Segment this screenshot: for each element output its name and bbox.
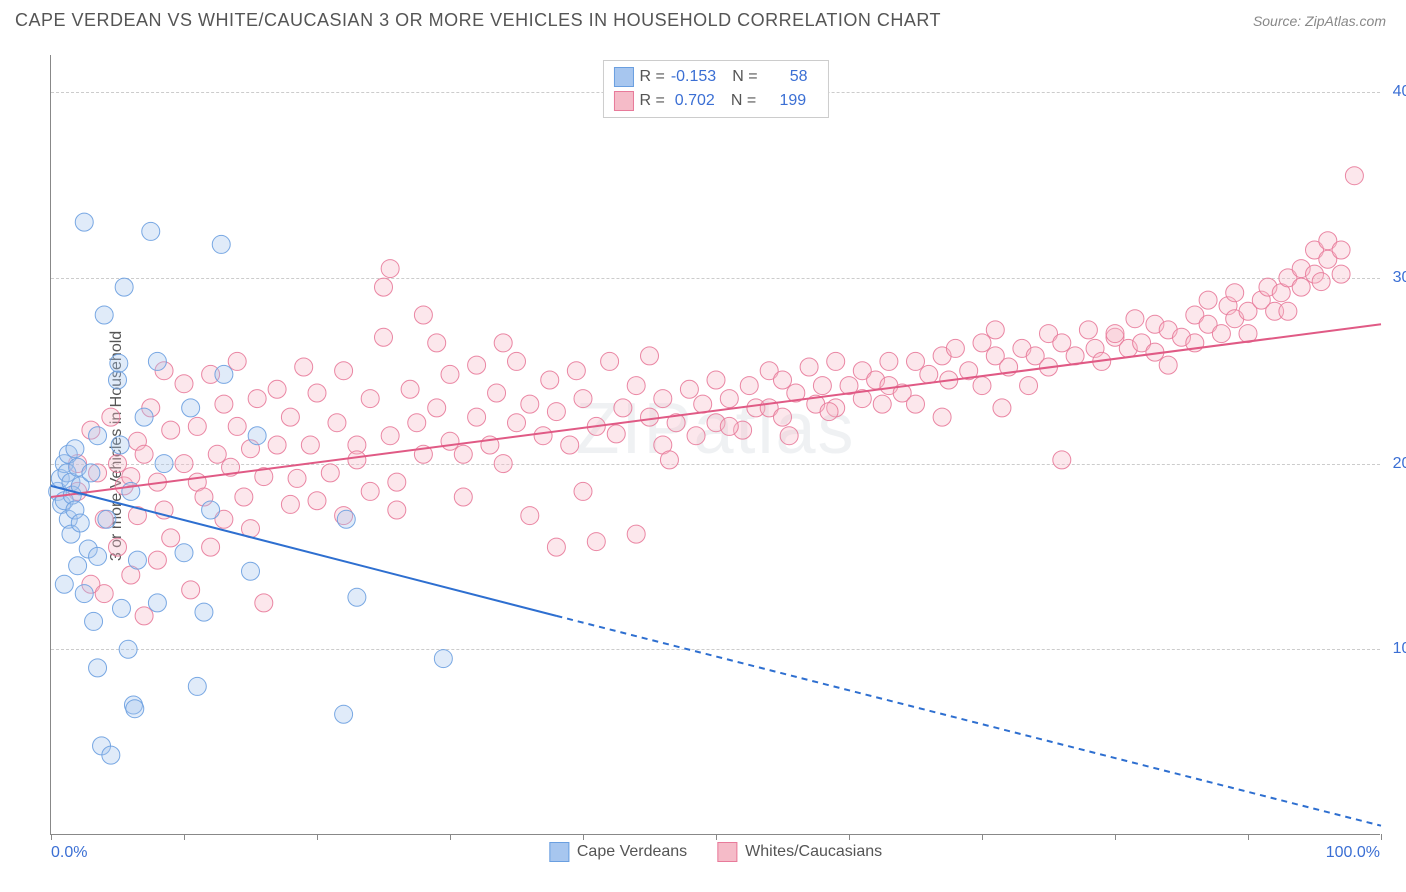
stat-n-label-2: N = (731, 92, 756, 110)
legend-label-2: Whites/Caucasians (745, 843, 882, 861)
x-tick-label-max: 100.0% (1326, 844, 1380, 862)
legend-item-1: Cape Verdeans (549, 842, 687, 862)
stat-r-label-1: R = (639, 68, 664, 86)
y-tick-label: 30.0% (1393, 269, 1406, 287)
legend-item-2: Whites/Caucasians (717, 842, 882, 862)
legend-swatch-2 (717, 842, 737, 862)
stats-legend-row-1: R = -0.153 N = 58 (613, 65, 817, 89)
legend-label-1: Cape Verdeans (577, 843, 687, 861)
chart-title: CAPE VERDEAN VS WHITE/CAUCASIAN 3 OR MOR… (15, 10, 941, 31)
chart-plot-area: 10.0%20.0%30.0%40.0% 0.0% 100.0% R = -0.… (50, 55, 1380, 835)
stat-n-value-2: 199 (762, 92, 816, 110)
stat-n-label-1: N = (732, 68, 757, 86)
bottom-legend: Cape Verdeans Whites/Caucasians (549, 842, 882, 862)
y-tick-label: 40.0% (1393, 83, 1406, 101)
legend-swatch-1 (549, 842, 569, 862)
chart-source: Source: ZipAtlas.com (1253, 13, 1386, 29)
y-tick-label: 10.0% (1393, 640, 1406, 658)
scatter-svg (51, 55, 1380, 834)
stats-legend-row-2: R = 0.702 N = 199 (613, 89, 817, 113)
stat-r-value-2: 0.702 (671, 92, 725, 110)
swatch-series-1 (613, 67, 633, 87)
stats-legend-box: R = -0.153 N = 58 R = 0.702 N = 199 (602, 60, 828, 118)
stat-n-value-1: 58 (764, 68, 818, 86)
stat-r-value-1: -0.153 (671, 68, 726, 86)
stat-r-label-2: R = (639, 92, 664, 110)
swatch-series-2 (613, 91, 633, 111)
y-tick-label: 20.0% (1393, 455, 1406, 473)
x-tick-label-min: 0.0% (51, 844, 87, 862)
